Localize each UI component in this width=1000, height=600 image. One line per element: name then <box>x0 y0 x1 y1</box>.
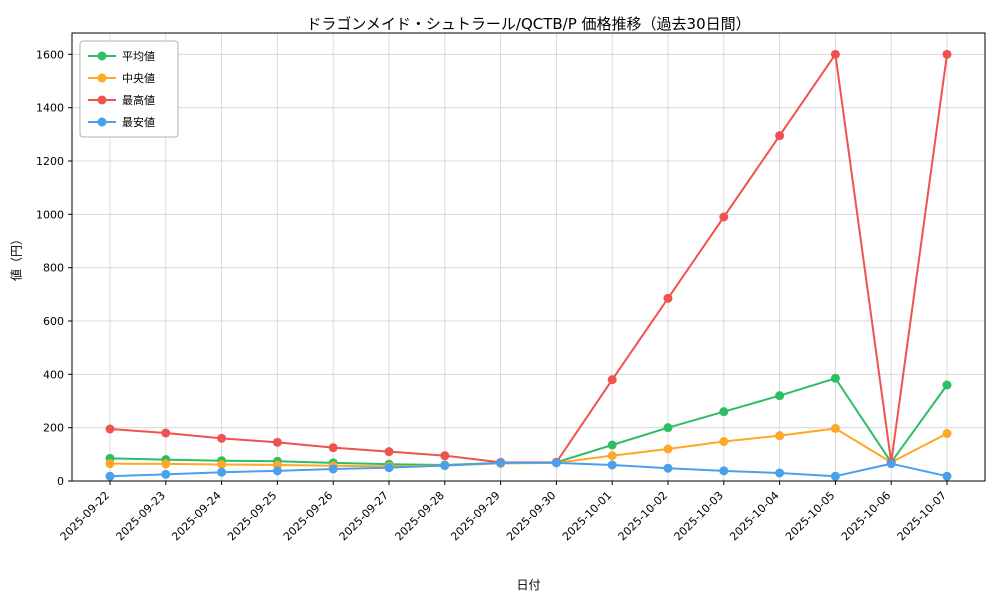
y-tick-label: 400 <box>43 368 64 381</box>
data-point-median[interactable] <box>663 444 673 454</box>
y-tick-label: 1200 <box>36 155 64 168</box>
data-point-lowest[interactable] <box>496 458 506 468</box>
data-point-average[interactable] <box>719 407 729 417</box>
legend-marker-lowest <box>97 117 107 127</box>
data-point-median[interactable] <box>942 429 952 439</box>
data-point-median[interactable] <box>607 451 617 461</box>
legend-label-median[interactable]: 中央値 <box>122 72 155 85</box>
data-point-highest[interactable] <box>663 293 673 303</box>
x-tick-label: 2025-10-05 <box>783 489 837 543</box>
legend-marker-average <box>97 51 107 61</box>
legend-marker-highest <box>97 95 107 105</box>
data-point-average[interactable] <box>942 380 952 390</box>
data-point-lowest[interactable] <box>161 469 171 479</box>
data-point-highest[interactable] <box>775 131 785 141</box>
data-point-average[interactable] <box>775 391 785 401</box>
x-tick-label: 2025-10-07 <box>895 489 949 543</box>
y-tick-label: 1400 <box>36 102 64 115</box>
data-point-highest[interactable] <box>719 212 729 222</box>
data-point-median[interactable] <box>161 459 171 469</box>
x-tick-label: 2025-10-04 <box>727 489 781 543</box>
data-point-highest[interactable] <box>105 424 115 434</box>
data-point-median[interactable] <box>217 459 227 469</box>
x-tick-label: 2025-09-30 <box>504 489 558 543</box>
data-point-lowest[interactable] <box>217 467 227 477</box>
data-point-lowest[interactable] <box>886 459 896 469</box>
x-tick-label: 2025-09-24 <box>169 489 223 543</box>
data-point-lowest[interactable] <box>551 458 561 468</box>
legend-box <box>79 40 179 138</box>
data-point-lowest[interactable] <box>719 466 729 476</box>
y-tick-label: 1600 <box>36 48 64 61</box>
y-tick-label: 0 <box>57 475 64 488</box>
y-tick-label: 1000 <box>36 208 64 221</box>
x-tick-label: 2025-10-02 <box>616 489 670 543</box>
x-axis-label: 日付 <box>516 578 541 592</box>
plot-border <box>71 32 986 482</box>
chart-title: ドラゴンメイド・シュトラール/QCTB/P 価格推移（過去30日間） <box>306 15 751 33</box>
data-point-highest[interactable] <box>328 443 338 453</box>
data-point-lowest[interactable] <box>663 463 673 473</box>
x-tick-label: 2025-10-01 <box>560 489 614 543</box>
y-axis-label: 値（円） <box>9 232 24 282</box>
data-point-average[interactable] <box>607 440 617 450</box>
data-point-lowest[interactable] <box>105 471 115 481</box>
data-point-lowest[interactable] <box>830 471 840 481</box>
data-point-lowest[interactable] <box>328 464 338 474</box>
x-tick-label: 2025-09-25 <box>225 489 279 543</box>
x-tick-label: 2025-09-28 <box>393 489 447 543</box>
data-point-lowest[interactable] <box>775 468 785 478</box>
data-point-highest[interactable] <box>217 433 227 443</box>
data-point-highest[interactable] <box>942 49 952 59</box>
legend-label-lowest[interactable]: 最安値 <box>122 115 155 129</box>
data-point-lowest[interactable] <box>607 460 617 470</box>
x-tick-label: 2025-09-27 <box>337 489 391 543</box>
x-tick-label: 2025-10-06 <box>839 489 893 543</box>
data-point-median[interactable] <box>775 431 785 441</box>
plot-area <box>72 33 985 481</box>
data-point-highest[interactable] <box>384 447 394 457</box>
legend-label-average[interactable]: 平均値 <box>122 50 155 63</box>
data-point-lowest[interactable] <box>384 463 394 473</box>
y-tick-label: 200 <box>43 422 64 435</box>
data-point-lowest[interactable] <box>272 466 282 476</box>
x-tick-label: 2025-09-23 <box>114 489 168 543</box>
x-tick-label: 2025-09-22 <box>58 489 112 543</box>
data-point-median[interactable] <box>830 423 840 433</box>
x-tick-label: 2025-09-26 <box>281 489 335 543</box>
data-point-median[interactable] <box>719 437 729 447</box>
data-point-highest[interactable] <box>161 428 171 438</box>
data-point-highest[interactable] <box>830 49 840 59</box>
data-point-lowest[interactable] <box>440 461 450 471</box>
legend-label-highest[interactable]: 最高値 <box>122 93 155 107</box>
x-tick-label: 2025-10-03 <box>672 489 726 543</box>
data-point-highest[interactable] <box>440 451 450 461</box>
series-line-lowest <box>109 461 948 478</box>
data-point-average[interactable] <box>830 373 840 383</box>
y-tick-label: 600 <box>43 315 64 328</box>
data-point-average[interactable] <box>663 423 673 433</box>
data-point-highest[interactable] <box>272 437 282 447</box>
data-point-median[interactable] <box>105 459 115 469</box>
x-tick-label: 2025-09-29 <box>448 489 502 543</box>
data-point-lowest[interactable] <box>942 471 952 481</box>
legend-marker-median <box>97 73 107 83</box>
y-tick-label: 800 <box>43 262 64 275</box>
data-point-highest[interactable] <box>607 375 617 385</box>
